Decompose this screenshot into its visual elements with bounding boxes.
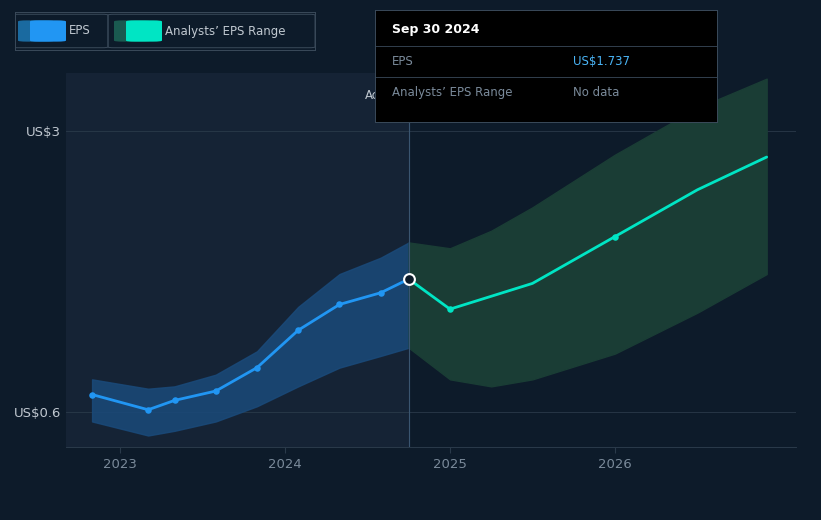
FancyBboxPatch shape	[114, 20, 150, 42]
Text: Analysts’ EPS Range: Analysts’ EPS Range	[392, 86, 512, 99]
FancyBboxPatch shape	[126, 20, 162, 42]
Point	[85, 391, 99, 399]
Text: Analysts’ EPS Range: Analysts’ EPS Range	[165, 24, 286, 37]
Point	[374, 289, 388, 297]
Text: US$1.737: US$1.737	[573, 55, 631, 68]
Text: No data: No data	[573, 86, 620, 99]
Text: EPS: EPS	[392, 55, 414, 68]
Point	[168, 396, 181, 405]
Text: Analysts Forecasts: Analysts Forecasts	[419, 89, 529, 102]
FancyBboxPatch shape	[30, 20, 66, 42]
Bar	[66, 73, 409, 447]
Point	[443, 305, 456, 313]
Point	[250, 363, 264, 372]
Text: Sep 30 2024: Sep 30 2024	[392, 23, 479, 36]
Point	[209, 387, 222, 395]
Point	[333, 300, 346, 308]
Point	[291, 326, 305, 334]
Point	[141, 406, 154, 414]
FancyBboxPatch shape	[18, 20, 54, 42]
Point	[608, 232, 621, 241]
Point	[402, 275, 415, 283]
Text: EPS: EPS	[69, 24, 91, 37]
Text: Actual: Actual	[365, 89, 402, 102]
